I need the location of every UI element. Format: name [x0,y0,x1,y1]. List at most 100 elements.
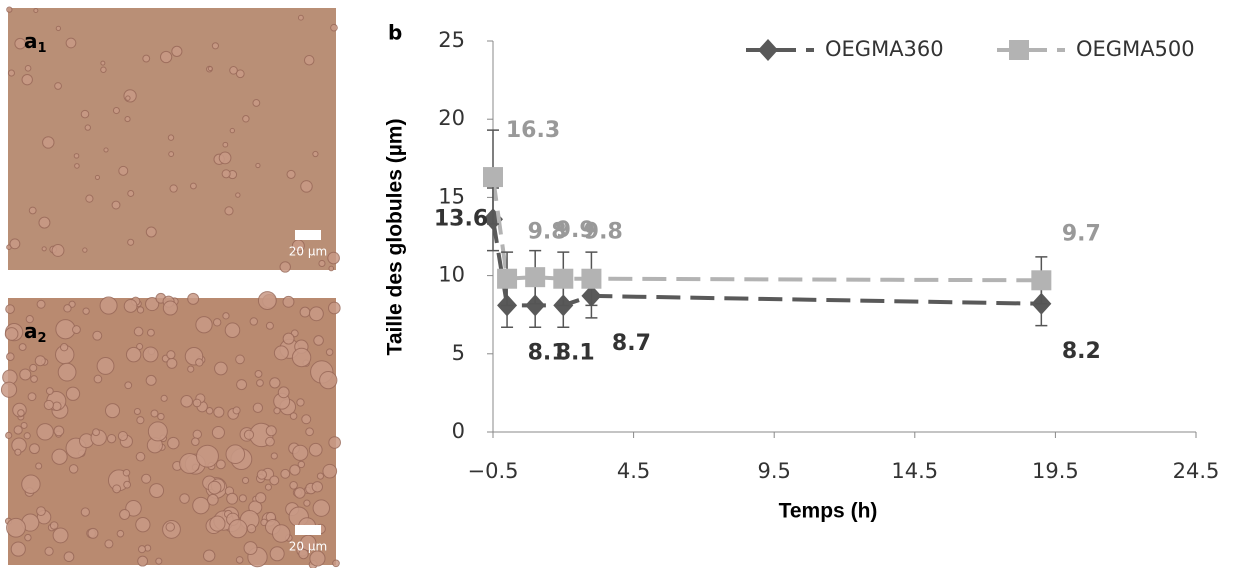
droplet [63,304,72,313]
droplet [133,326,144,337]
droplet [168,151,175,157]
droplet [106,433,117,444]
legend-label: OEGMA500 [1076,37,1195,61]
droplet [112,107,120,115]
droplet [72,325,81,335]
droplet [328,265,335,272]
data-label: 8.1 [556,340,595,365]
droplet [255,162,261,169]
droplet [100,66,107,73]
droplet [300,180,313,193]
droplet [243,429,255,440]
droplet [236,379,248,391]
droplet [282,332,295,345]
droplet [6,517,26,538]
y-tick-label: 5 [452,341,465,365]
droplet [36,423,54,441]
droplet [137,545,147,554]
x-tick-label: −0.5 [468,459,519,483]
droplet [5,304,15,314]
droplet [309,550,326,567]
scale-bar [295,525,321,535]
droplet [29,443,40,455]
droplet [235,192,241,198]
droplet [127,189,135,197]
droplet [19,368,32,381]
droplet [133,407,141,415]
droplet [145,226,157,238]
droplet [330,23,338,32]
data-label: 16.3 [506,118,560,143]
data-label: 9.8 [584,220,623,245]
data-point [581,268,602,289]
droplet [45,387,54,395]
droplet [141,473,152,484]
droplet [51,244,65,257]
droplet [180,395,193,408]
scale-bar-label: 20 µm [289,245,327,259]
droplet [149,483,165,499]
droplet [36,299,46,309]
droplet [269,475,280,486]
droplet [292,444,309,461]
droplet [207,480,222,495]
droplet [224,322,241,338]
droplet [30,375,38,383]
micrograph: a2 20 µm [0,291,341,568]
droplet [269,546,285,562]
droplet [207,66,213,72]
droplet [256,469,268,480]
droplet [286,169,296,179]
droplet [319,371,338,390]
droplet [24,64,32,72]
droplet [53,425,65,437]
droplet [209,515,226,532]
droplet [136,416,145,425]
droplet [44,546,54,556]
droplet [271,524,291,543]
droplet [9,238,21,250]
droplet [325,348,334,356]
droplet [226,492,239,505]
droplet [4,327,19,341]
droplet [117,430,128,442]
droplet [214,361,228,376]
droplet [155,557,163,565]
droplet [123,89,137,103]
droplet [125,500,142,517]
droplet [256,379,264,387]
droplet [273,407,281,415]
droplet [21,474,41,494]
droplet [65,37,77,49]
x-tick-label: 19.5 [1032,459,1079,483]
droplet [195,358,204,367]
droplet [92,330,103,341]
data-point [1031,270,1052,291]
droplet [241,476,250,485]
droplet [25,315,34,324]
droplet [280,468,291,479]
droplet [165,522,175,532]
droplet [145,374,157,386]
droplet [327,251,340,265]
droplet [279,261,291,273]
droplet [33,7,39,14]
droplet [270,452,278,460]
droplet [205,407,214,415]
droplet [289,464,301,476]
droplet [142,346,159,363]
droplet [59,343,69,352]
droplet [20,421,28,429]
droplet [124,381,133,390]
droplet [17,409,25,417]
droplet [192,429,202,440]
droplet [49,521,59,530]
droplet [135,517,151,533]
droplet [246,524,257,534]
droplet [265,436,275,447]
legend-marker [1009,40,1029,60]
droplet [171,45,183,57]
droplet [265,321,274,330]
